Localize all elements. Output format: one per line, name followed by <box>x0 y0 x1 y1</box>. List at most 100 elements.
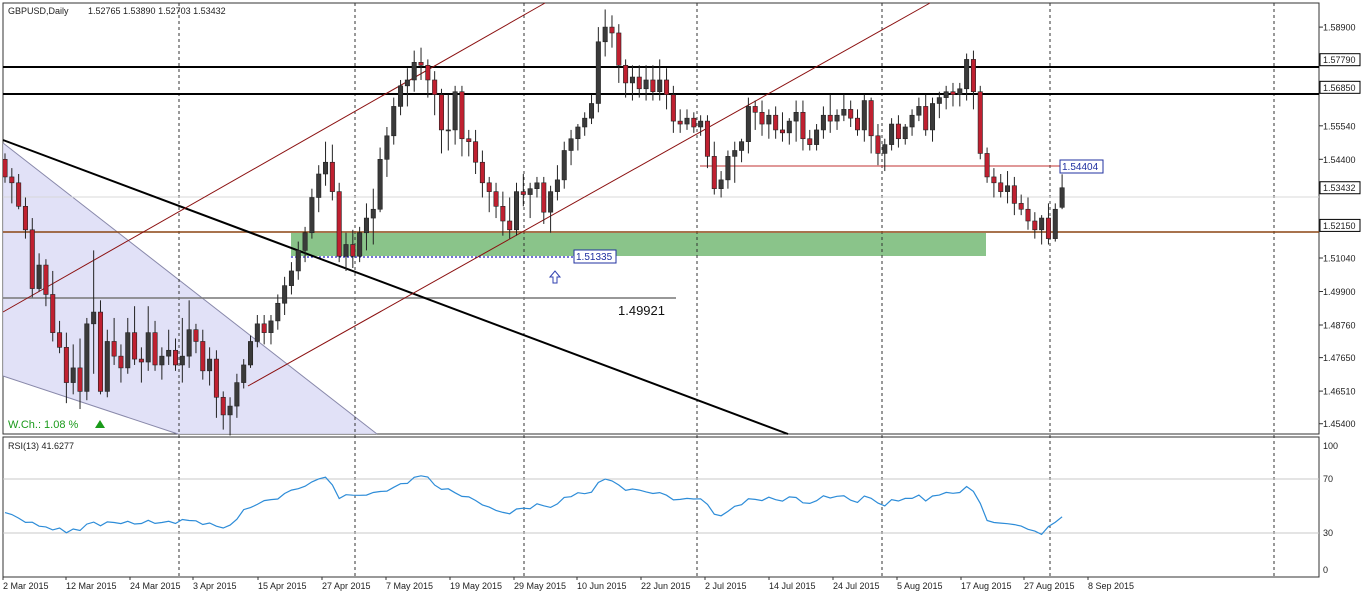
candle <box>841 94 847 122</box>
triangle-upper-edge <box>2 142 378 435</box>
date-tick-label: 24 Mar 2015 <box>130 581 181 591</box>
candle <box>752 100 758 130</box>
candle <box>923 94 929 136</box>
date-tick-label: 19 May 2015 <box>450 581 502 591</box>
candle <box>50 270 56 342</box>
candle <box>1005 171 1011 204</box>
candle <box>91 250 97 374</box>
triangle-up-icon <box>95 420 105 428</box>
candle <box>814 124 820 151</box>
candle <box>466 129 472 157</box>
price-tick-label: 1.49900 <box>1323 287 1356 297</box>
price-label-box <box>1319 181 1361 195</box>
candle <box>1045 203 1051 245</box>
candle <box>404 68 410 107</box>
candle <box>950 82 956 107</box>
date-tick-label: 22 Jun 2015 <box>641 581 691 591</box>
candle <box>179 317 185 383</box>
weekly-change-label: W.Ch.: 1.08 % <box>8 419 79 431</box>
rsi-line <box>4 475 1063 536</box>
candle <box>889 118 895 151</box>
candle <box>193 323 199 354</box>
candle <box>1052 203 1058 242</box>
price-tick-label: 1.47650 <box>1323 353 1356 363</box>
candle <box>643 65 649 101</box>
candle <box>261 315 267 345</box>
candle <box>227 397 233 436</box>
candle <box>520 173 526 207</box>
candle <box>698 115 704 136</box>
candle <box>411 50 417 92</box>
candle <box>1039 215 1045 245</box>
candle <box>254 315 260 348</box>
candle <box>132 306 138 365</box>
date-tick-label: 27 Apr 2015 <box>322 581 371 591</box>
candle <box>650 65 656 101</box>
candle <box>500 191 506 236</box>
candle <box>807 129 813 151</box>
date-tick-label: 15 Apr 2015 <box>258 581 307 591</box>
candle <box>575 124 581 151</box>
candle <box>677 109 683 133</box>
candle <box>684 109 690 130</box>
price-tick-label: 1.56850 <box>1323 83 1356 93</box>
candle <box>486 176 492 213</box>
rsi-axis-30: 30 <box>1323 528 1333 538</box>
ohlc-readout: 1.52765 1.53890 1.52703 1.53432 <box>88 6 226 16</box>
candle <box>145 306 151 371</box>
candle <box>589 94 595 125</box>
candle <box>268 315 274 345</box>
candle <box>916 97 922 122</box>
candle <box>909 109 915 136</box>
candle <box>629 65 635 101</box>
date-tick-label: 7 May 2015 <box>386 581 433 591</box>
candle <box>527 182 533 219</box>
price-tick-label: 1.54400 <box>1323 155 1356 165</box>
candle <box>861 94 867 142</box>
channel-lower-line <box>247 2 931 387</box>
candle <box>493 182 499 219</box>
candle <box>854 109 860 136</box>
date-tick-label: 2 Mar 2015 <box>3 581 49 591</box>
date-tick-label: 5 Aug 2015 <box>897 581 943 591</box>
date-tick-label: 3 Apr 2015 <box>193 581 237 591</box>
candle <box>1025 197 1031 230</box>
candle <box>616 24 622 83</box>
candle <box>63 332 69 404</box>
candle <box>895 115 901 148</box>
candle <box>554 165 560 201</box>
candle <box>745 97 751 154</box>
rsi-axis-0: 0 <box>1323 565 1328 575</box>
date-tick-label: 2 Jul 2015 <box>705 581 747 591</box>
candle <box>452 85 458 145</box>
candle <box>766 109 772 139</box>
candle <box>977 85 983 160</box>
candle <box>323 141 329 186</box>
candle <box>391 97 397 145</box>
candle <box>582 112 588 136</box>
candle <box>902 124 908 145</box>
candle <box>445 94 451 151</box>
candle <box>152 320 158 371</box>
candle <box>213 350 219 418</box>
candle <box>166 329 172 365</box>
candle <box>43 259 49 307</box>
candle <box>70 344 76 395</box>
candle <box>991 168 997 198</box>
candle <box>2 153 8 183</box>
candle <box>820 106 826 139</box>
candle <box>623 59 629 98</box>
price-tick-label: 1.46510 <box>1323 387 1356 397</box>
candle <box>773 106 779 139</box>
candle <box>173 338 179 371</box>
candle <box>36 253 42 292</box>
candle <box>288 262 294 295</box>
candle <box>186 300 192 368</box>
price-tick-label: 1.58900 <box>1323 23 1356 33</box>
candle <box>438 88 444 154</box>
price-tick-label: 1.55540 <box>1323 121 1356 131</box>
candle <box>984 147 990 183</box>
chart-title: GBPUSD,Daily <box>8 6 69 16</box>
downtrend-line <box>2 139 789 435</box>
